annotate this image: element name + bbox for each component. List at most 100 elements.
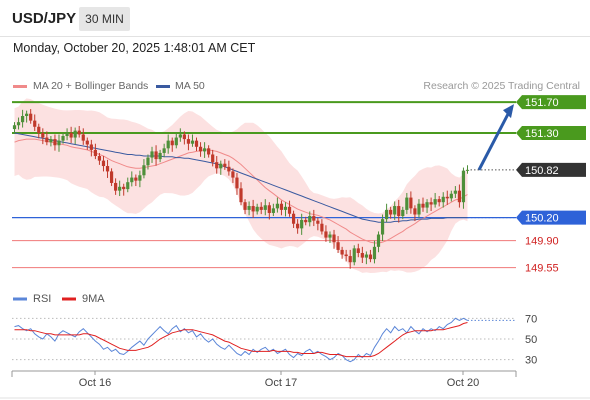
price-label-150-82: 150.82 [525, 165, 559, 177]
candle-body [332, 234, 336, 243]
candle-body [198, 146, 203, 152]
candles-group [12, 109, 470, 269]
candle [146, 154, 150, 170]
candle [194, 137, 199, 152]
candle [344, 249, 348, 262]
candle-body [348, 256, 352, 263]
candle [219, 160, 223, 175]
candle [445, 190, 449, 205]
candle [142, 159, 146, 179]
candle-body [445, 196, 449, 199]
price-label-151-70: 151.70 [525, 97, 559, 109]
candle-body [283, 206, 288, 210]
candle-body [376, 234, 381, 247]
candle-body [202, 148, 207, 152]
candle-body [300, 219, 304, 229]
candle-body [89, 144, 93, 150]
candle-body [25, 113, 29, 117]
candle-body [81, 134, 85, 141]
candle-body [12, 125, 17, 130]
candle [97, 152, 102, 165]
candle [312, 209, 316, 227]
candle [198, 142, 203, 157]
candle-body [211, 154, 215, 163]
candle-body [296, 223, 300, 229]
candle [340, 246, 344, 259]
candle [33, 114, 37, 132]
candle-body [170, 140, 174, 146]
candle [170, 137, 174, 152]
timeframe-button[interactable]: 30 MIN [79, 7, 130, 31]
candle-body [158, 152, 162, 160]
candle [401, 206, 405, 220]
candle [405, 192, 409, 215]
candle-body [267, 205, 271, 213]
chart-header: USD/JPY 30 MIN [0, 0, 590, 36]
candle [453, 186, 457, 198]
candle [247, 201, 251, 216]
rsi-ma-line [14, 322, 468, 358]
candle [202, 142, 207, 158]
candle [433, 192, 437, 208]
candle [409, 191, 413, 214]
candle-body [291, 213, 296, 224]
candle-body [372, 246, 377, 260]
candle-body [114, 182, 118, 191]
candle-body [425, 202, 429, 208]
candle [316, 217, 320, 231]
candle [251, 199, 255, 218]
candle [138, 170, 142, 188]
candle-body [77, 130, 81, 135]
candle [263, 199, 267, 216]
candle [243, 199, 247, 215]
candle-body [465, 169, 470, 171]
candle-body [182, 134, 186, 140]
candle-body [227, 166, 231, 172]
candle-body [279, 203, 284, 210]
candle [465, 165, 470, 174]
rsi-legend-label: RSI [33, 293, 51, 305]
candle-body [397, 206, 401, 217]
candle [291, 210, 296, 228]
candle [267, 202, 271, 220]
candle-body [20, 116, 25, 123]
candle-body [101, 160, 106, 167]
candle-body [207, 148, 211, 155]
candle-body [166, 140, 170, 149]
price-label-151-70-bg [516, 95, 586, 110]
candle [118, 180, 122, 197]
candle-body [340, 249, 344, 255]
candle [348, 249, 352, 269]
candle-body [150, 151, 154, 158]
candle-body [239, 188, 243, 203]
candle-body [190, 140, 195, 144]
candle-body [29, 113, 33, 121]
candle [77, 126, 81, 138]
candle [89, 139, 93, 157]
candle [389, 206, 393, 219]
candle [126, 177, 130, 193]
candle [105, 159, 110, 178]
candle-body [441, 196, 445, 203]
candle [130, 171, 134, 187]
candle [271, 203, 275, 217]
candle-body [247, 206, 251, 210]
candle-body [142, 165, 146, 176]
candle-body [287, 206, 292, 214]
candle [73, 127, 77, 145]
candle-body [109, 171, 114, 183]
ma20-line [14, 138, 468, 244]
candle-body [235, 177, 239, 189]
candle-body [223, 163, 227, 167]
candle [29, 109, 33, 124]
chart-datetime: Monday, October 20, 2025 1:48:01 AM CET [13, 41, 256, 55]
candle [279, 200, 284, 216]
candle-body [105, 166, 110, 172]
candle-body [174, 137, 178, 146]
research-credit: Research © 2025 Trading Central [423, 80, 580, 92]
candle [85, 137, 89, 150]
candle-body [45, 137, 49, 143]
candle [25, 110, 29, 123]
candle [352, 245, 356, 266]
